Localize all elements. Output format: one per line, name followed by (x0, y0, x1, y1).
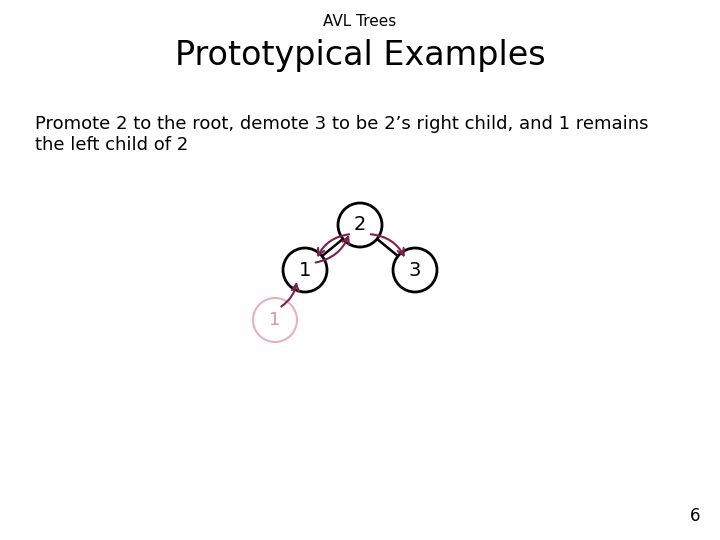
Circle shape (338, 203, 382, 247)
Circle shape (283, 248, 327, 292)
Text: 3: 3 (409, 260, 421, 280)
Text: AVL Trees: AVL Trees (323, 15, 397, 30)
Text: Prototypical Examples: Prototypical Examples (175, 38, 545, 71)
Text: 2: 2 (354, 215, 366, 234)
Text: 6: 6 (690, 507, 700, 525)
Circle shape (393, 248, 437, 292)
Text: 1: 1 (269, 311, 281, 329)
Text: Promote 2 to the root, demote 3 to be 2’s right child, and 1 remains
the left ch: Promote 2 to the root, demote 3 to be 2’… (35, 115, 649, 154)
Text: 1: 1 (299, 260, 311, 280)
Circle shape (253, 298, 297, 342)
